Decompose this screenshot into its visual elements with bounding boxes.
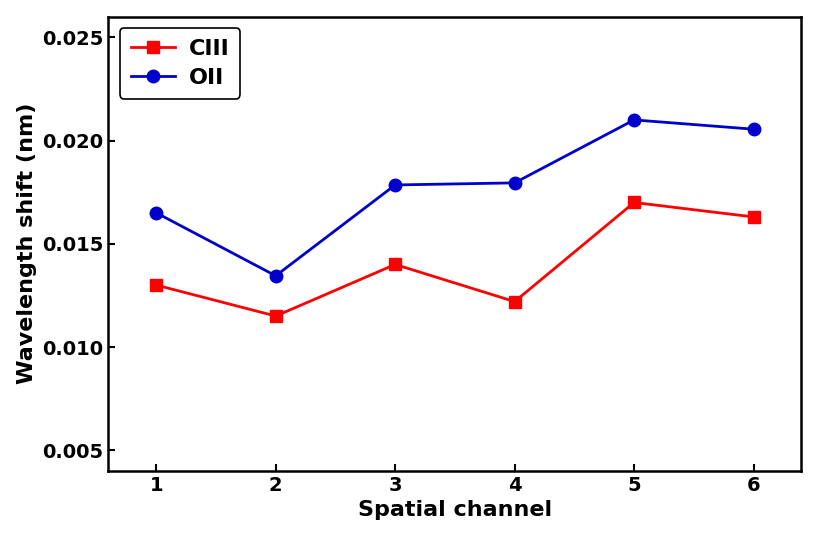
CIII — [629, 199, 639, 206]
OII — [151, 209, 161, 216]
X-axis label: Spatial channel: Spatial channel — [357, 500, 552, 520]
CIII — [510, 299, 519, 305]
CIII — [390, 261, 400, 267]
OII — [629, 117, 639, 123]
CIII — [151, 282, 161, 288]
Y-axis label: Wavelength shift (nm): Wavelength shift (nm) — [16, 103, 37, 384]
OII — [748, 126, 758, 133]
OII — [510, 180, 519, 186]
Line: CIII: CIII — [150, 196, 760, 322]
Legend: CIII, OII: CIII, OII — [119, 28, 240, 99]
CIII — [748, 214, 758, 220]
OII — [271, 273, 281, 279]
Line: OII: OII — [150, 114, 760, 282]
OII — [390, 182, 400, 188]
CIII — [271, 313, 281, 320]
